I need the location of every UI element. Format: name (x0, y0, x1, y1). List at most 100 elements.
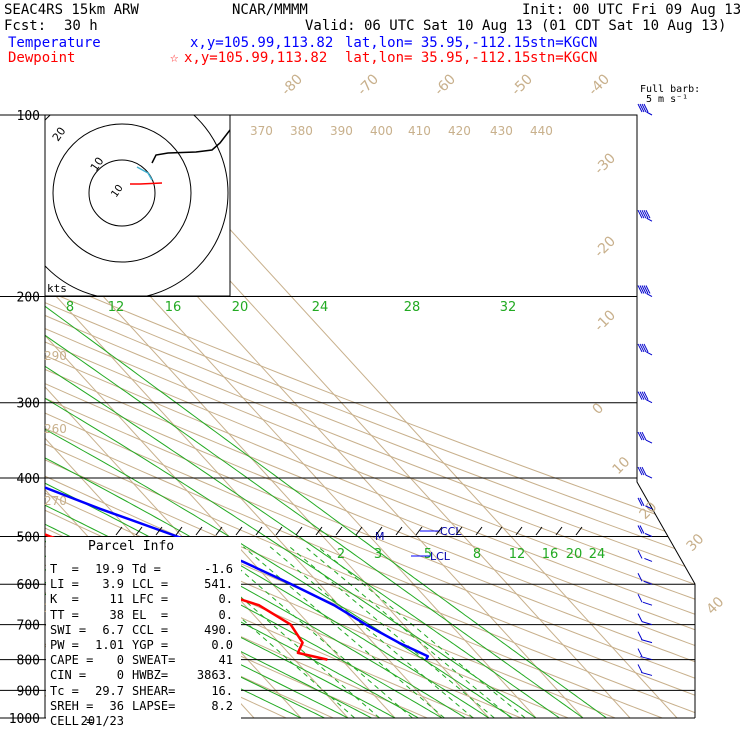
pressure-tick-label: 800 (17, 654, 40, 669)
inversion-tick (575, 526, 583, 536)
parcel-param-name: SREH = (50, 698, 94, 713)
parcel-param-value: 19.9 (95, 562, 124, 576)
wind-barb-flag (637, 573, 643, 582)
mixing-ratio-label: 24 (312, 300, 329, 315)
wind-barb-staff (641, 621, 653, 626)
parcel-param-name: Td = (132, 562, 161, 576)
inversion-tick (555, 526, 563, 536)
pressure-tick-label: 600 (17, 578, 40, 593)
isotherm-label: 10 (610, 454, 634, 478)
isotherm-label: -30 (592, 150, 619, 177)
mixing-ratio-label: 20 (232, 300, 249, 315)
wind-barb-flag (641, 391, 647, 400)
inversion-tick (235, 526, 243, 536)
parcel-param-name: LCL = (132, 577, 169, 592)
parcel-param-value: 29.7 (95, 683, 124, 698)
mixing-ratio-label: 8 (66, 300, 74, 315)
model-title: SEAC4RS 15km ARW (4, 2, 139, 18)
wind-barb-flag (637, 497, 643, 507)
wind-barb-staff (642, 601, 653, 606)
dry-adiabat-line (45, 115, 695, 718)
parcel-param-name: EL = (132, 607, 169, 622)
theta-label: 380 (290, 124, 313, 138)
plot-frame-edge (45, 114, 696, 718)
parcel-param-name: CCL = (132, 622, 169, 637)
wind-barb (637, 391, 653, 404)
parcel-param-name: Tc = (50, 683, 79, 698)
dry-adiabat-line (45, 115, 695, 718)
sounding-traces (45, 115, 430, 661)
wind-barb-flag (639, 391, 645, 400)
wind-barb (637, 343, 653, 356)
wind-barb-flag (637, 593, 643, 603)
inversion-tick (455, 526, 463, 536)
wind-barb (637, 103, 653, 116)
parcel-param-name: TT = (50, 607, 79, 622)
parcel-param-name: CELL = (50, 714, 94, 728)
parcel-param-value: 8.2 (211, 698, 233, 713)
parcel-param-value: 1.01 (95, 638, 124, 652)
isotherm-label: 40 (704, 594, 728, 618)
mixing-ratio-label: 20 (566, 547, 583, 562)
inversion-tick (295, 526, 303, 536)
pressure-tick-label: 500 (17, 530, 40, 545)
inversion-tick (395, 526, 403, 536)
temperature-legend-label: Temperature (8, 35, 101, 51)
center-label: NCAR/MMMM (232, 2, 308, 18)
wind-barb-staff (646, 351, 653, 356)
wind-barb-flag (637, 391, 643, 400)
mixing-ratio-label: 8 (473, 547, 481, 562)
parcel-param-value: 490. (204, 622, 233, 637)
parcel-param-name: LFC = (132, 592, 169, 607)
hodograph-ring (52, 123, 192, 263)
parcel-param-value: 3863. (196, 668, 233, 683)
isotherm-label: -80 (279, 71, 306, 98)
theta-label: 430 (490, 124, 513, 138)
theta-label: 370 (250, 124, 273, 138)
wind-barb-flag (643, 343, 649, 353)
parcel-param-value: 41 (218, 653, 233, 668)
pressure-tick-label: 400 (17, 472, 40, 487)
dry-adiabat-line (45, 115, 695, 718)
parcel-param-value: 3.9 (102, 577, 124, 592)
parcel-param-value: 6.7 (102, 622, 124, 637)
mixing-ratio-label: 28 (404, 300, 421, 315)
theta-label: 410 (408, 124, 431, 138)
hodograph-rings (45, 115, 230, 296)
parcel-info-row: Tc = 29.7 SHEAR= 16. (50, 684, 240, 699)
isotherm-label: -20 (592, 233, 619, 260)
wind-barb-flag (641, 209, 647, 219)
forecast-hours: 30 h (64, 18, 98, 34)
wind-barb (637, 497, 653, 510)
parcel-param-name: PW = (50, 638, 79, 652)
mixing-ratio-label: 12 (108, 300, 125, 315)
mixing-ratio-label: 16 (165, 300, 182, 315)
parcel-param-name: SHEAR= (132, 683, 176, 698)
temperature-station: stn=KGCN (530, 35, 598, 51)
isotherm-line (45, 115, 443, 718)
mixing-ratio-label: 32 (500, 300, 517, 315)
wind-barb (637, 613, 653, 626)
parcel-param-name: CAPE = (50, 653, 94, 668)
inversion-tick (495, 526, 503, 536)
dewpoint-latlon: lat,lon= 35.95,-112.15 (345, 50, 531, 66)
mixing-ratio-label: 5 (424, 547, 432, 562)
inversion-tick (535, 526, 543, 536)
wind-barbs (637, 103, 653, 676)
mixing-ratio-label: 24 (589, 547, 606, 562)
parcel-param-value: 11 (109, 592, 124, 607)
wind-barb (637, 466, 653, 479)
wind-barb-flag (643, 103, 649, 113)
parcel-info-row: SWI = 6.7 CCL = 490. (50, 623, 240, 638)
parcel-param-value: -1.6 (204, 562, 233, 576)
parcel-info-row: SREH = 36 LAPSE= 8.2 (50, 699, 240, 714)
parcel-param-value: 0 (116, 668, 124, 683)
wind-barb (637, 525, 653, 537)
temperature-trace (45, 115, 430, 661)
parcel-param-value: 201/23 (80, 714, 124, 728)
wind-barb (637, 209, 653, 222)
init-time: Init: 00 UTC Fri 09 Aug 13 (522, 2, 740, 18)
mixing-ratio-line (243, 546, 445, 718)
isotherm-line (45, 115, 490, 718)
